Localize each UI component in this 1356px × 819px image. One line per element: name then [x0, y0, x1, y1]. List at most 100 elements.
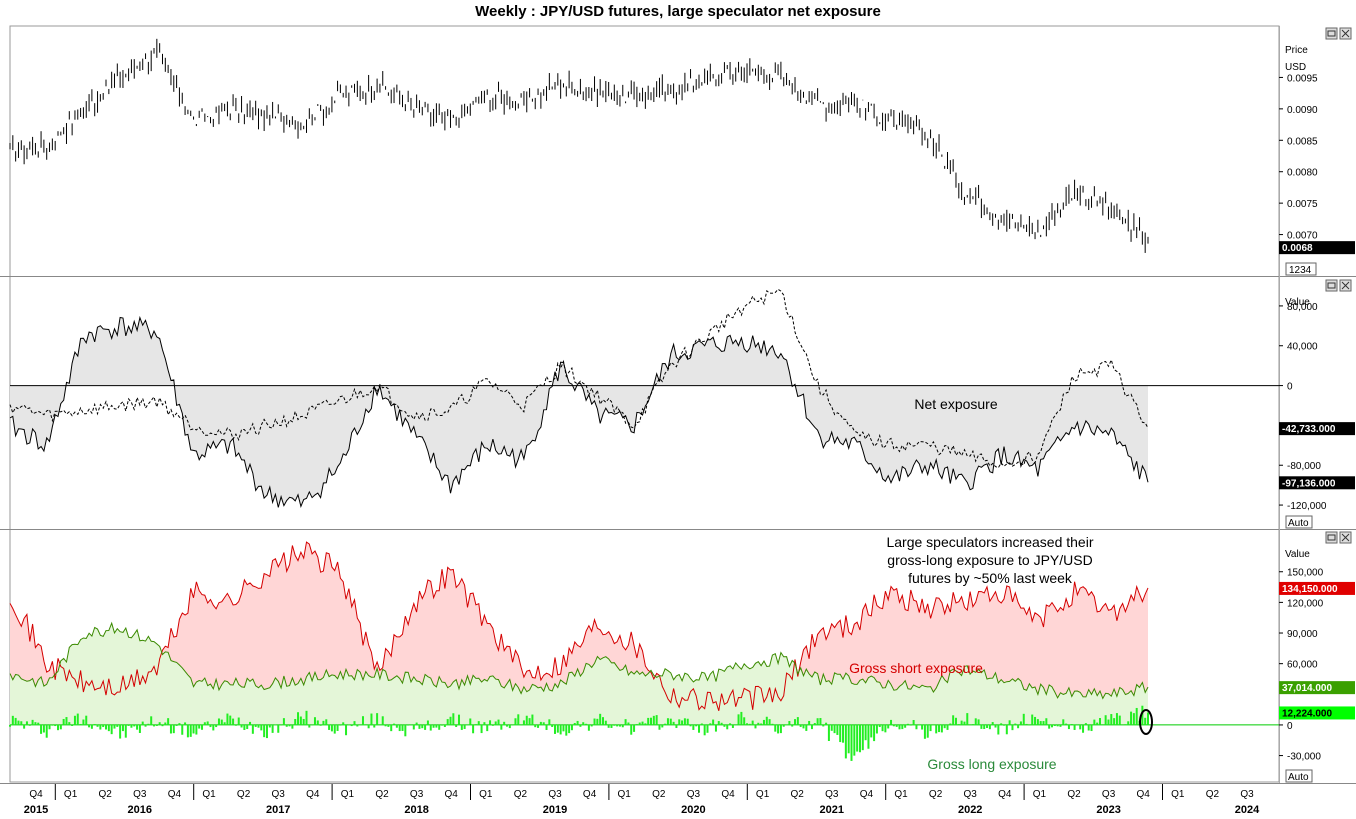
weekly-change-bar	[127, 724, 130, 726]
weekly-change-bar	[971, 724, 974, 725]
weekly-change-bar	[291, 724, 294, 729]
weekly-change-bar	[407, 724, 410, 726]
weekly-change-bar	[633, 724, 636, 732]
net-exposure-line	[9, 315, 1149, 509]
weekly-change-bar	[816, 718, 819, 725]
net-auto-button[interactable]	[1285, 515, 1313, 529]
price-last-value: 0.0068	[1282, 243, 1313, 254]
weekly-change-bar	[850, 724, 853, 761]
highlight-ellipse	[1139, 709, 1153, 735]
weekly-change-bar	[42, 724, 45, 733]
weekly-change-bar	[280, 724, 283, 726]
weekly-change-bar	[271, 724, 274, 733]
weekly-change-bar	[525, 715, 528, 725]
weekly-change-bar	[164, 722, 167, 725]
weekly-change-bar	[618, 724, 621, 727]
weekly-change-bar	[105, 724, 108, 730]
weekly-change-bar	[765, 716, 768, 725]
weekly-change-bar	[1115, 713, 1118, 725]
weekly-change-bar	[884, 724, 887, 733]
weekly-change-bar	[602, 717, 605, 725]
price-tick-label: 0.0070	[1287, 231, 1318, 242]
weekly-change-bar	[243, 724, 246, 730]
quarter-tick-label: Q4	[583, 789, 597, 800]
weekly-change-bar	[381, 716, 384, 725]
weekly-change-bar	[195, 724, 198, 735]
weekly-change-bar	[1025, 723, 1028, 725]
weekly-change-bar	[576, 720, 579, 725]
restore-icon[interactable]	[1325, 27, 1338, 40]
weekly-change-bar	[178, 723, 181, 725]
gross-value-box	[1279, 706, 1355, 720]
weekly-change-bar	[234, 724, 237, 726]
chart-title: Weekly : JPY/USD futures, large speculat…	[475, 3, 881, 20]
weekly-change-bar	[51, 724, 54, 726]
weekly-change-bar	[1098, 718, 1101, 725]
weekly-change-bar	[288, 724, 291, 727]
weekly-change-bar	[57, 724, 60, 731]
weekly-change-bar	[393, 723, 396, 725]
quarter-tick-label: Q1	[64, 789, 78, 800]
weekly-change-bar	[517, 714, 520, 725]
weekly-change-bar	[562, 724, 565, 732]
weekly-change-bar	[384, 724, 387, 727]
weekly-change-bar	[330, 724, 333, 732]
weekly-change-bar	[604, 720, 607, 725]
weekly-change-bar	[966, 713, 969, 725]
weekly-change-bar	[220, 719, 223, 725]
weekly-change-bar	[808, 720, 811, 725]
weekly-change-bar	[305, 710, 308, 725]
weekly-change-bar	[898, 724, 901, 730]
weekly-change-bar	[260, 724, 263, 731]
weekly-change-bar	[446, 719, 449, 725]
weekly-change-bar	[350, 724, 353, 727]
quarter-tick-label: Q3	[272, 789, 286, 800]
weekly-change-bar	[847, 724, 850, 754]
weekly-change-bar	[460, 724, 463, 730]
weekly-change-bar	[457, 714, 460, 725]
weekly-change-bar	[373, 724, 376, 728]
quarter-tick-label: Q2	[99, 789, 113, 800]
weekly-change-bar	[681, 720, 684, 725]
restore-icon[interactable]	[1325, 279, 1338, 292]
year-tick-label: 2022	[958, 804, 982, 816]
price-axis-title: Price	[1285, 45, 1308, 56]
weekly-change-bar	[858, 724, 861, 753]
quarter-tick-label: Q3	[548, 789, 562, 800]
price-series	[9, 38, 1149, 253]
quarter-tick-label: Q4	[860, 789, 874, 800]
weekly-change-bar	[486, 724, 489, 732]
weekly-change-bar	[952, 715, 955, 725]
net-exposure-annotation: Net exposure	[914, 396, 997, 412]
weekly-change-bar	[40, 724, 43, 734]
weekly-change-bar	[181, 724, 184, 735]
weekly-change-bar	[991, 722, 994, 725]
weekly-change-bar	[28, 724, 31, 726]
quarter-tick-label: Q1	[618, 789, 632, 800]
weekly-change-bar	[1147, 712, 1149, 725]
weekly-change-bar	[438, 724, 441, 730]
weekly-change-bar	[587, 724, 590, 731]
quarter-tick-label: Q3	[1102, 789, 1116, 800]
weekly-change-bar	[494, 721, 497, 725]
gross-value-label: 134,150.000	[1282, 584, 1338, 595]
gross-annotation-line: futures by ~50% last week	[908, 570, 1073, 586]
weekly-change-bar	[217, 718, 220, 725]
quarter-tick-label: Q3	[1240, 789, 1254, 800]
close-icon-glyph	[1341, 29, 1350, 38]
weekly-change-bar	[147, 723, 150, 725]
weekly-change-bar	[861, 724, 864, 751]
restore-icon[interactable]	[1325, 531, 1338, 544]
weekly-change-bar	[133, 724, 136, 727]
gross-auto-button[interactable]	[1285, 769, 1313, 783]
gross-value-box	[1279, 581, 1355, 595]
weekly-change-bar	[257, 724, 260, 728]
weekly-change-bar	[212, 724, 215, 731]
weekly-change-bar	[1132, 713, 1135, 725]
restore-icon-glyph	[1327, 30, 1336, 37]
price-scale-box[interactable]	[1285, 262, 1317, 276]
weekly-change-bar	[1062, 719, 1065, 725]
weekly-change-bar	[367, 724, 370, 729]
weekly-change-bar	[644, 723, 647, 725]
